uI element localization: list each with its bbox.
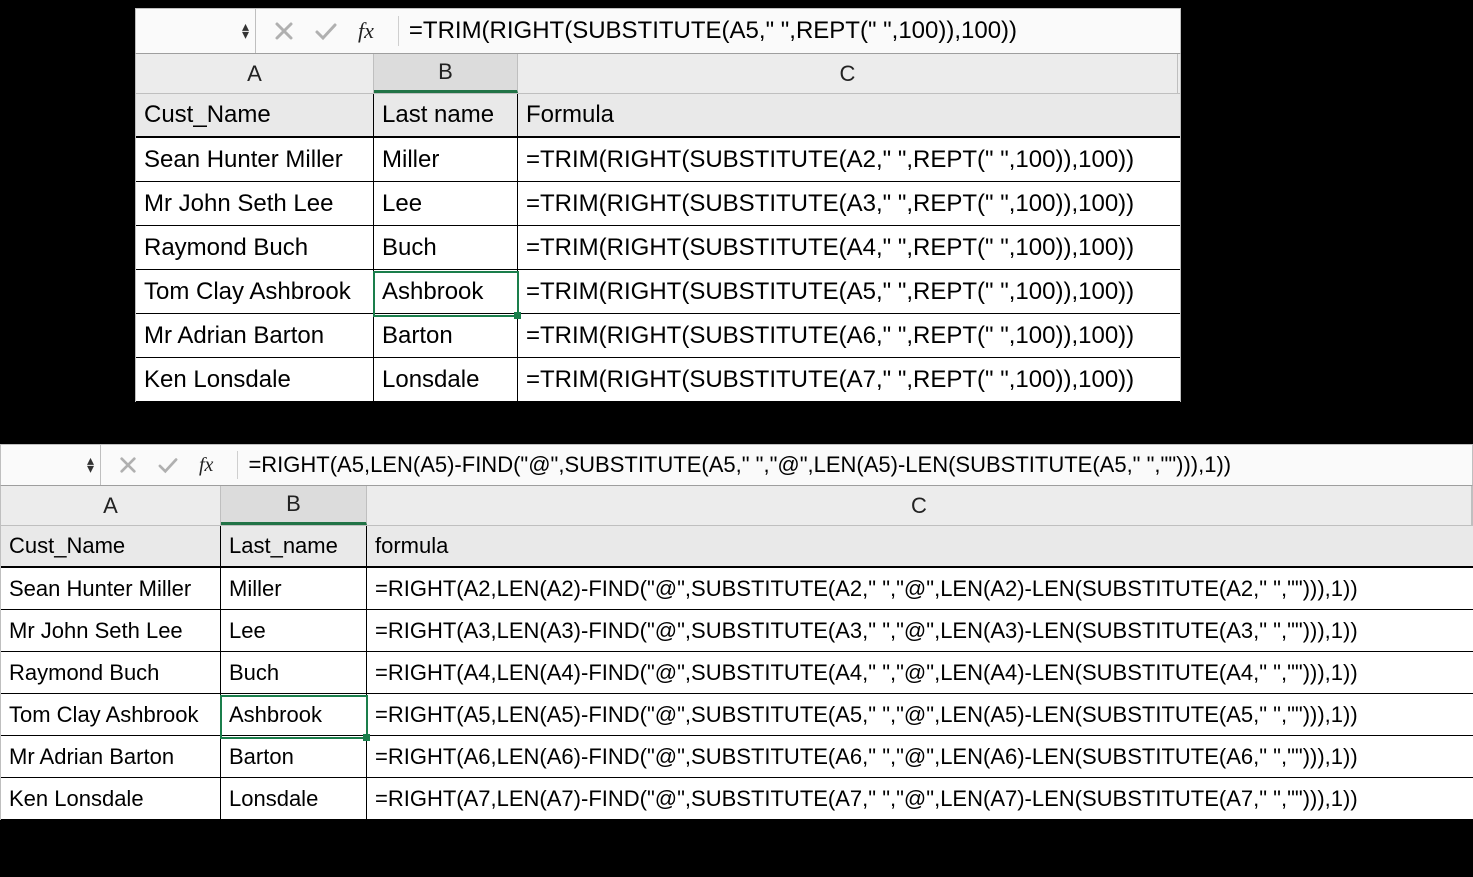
column-header-A[interactable]: A bbox=[1, 486, 221, 525]
cell-formula[interactable]: =TRIM(RIGHT(SUBSTITUTE(A5," ",REPT(" ",1… bbox=[518, 270, 1178, 313]
name-box-arrows-icon: ▴▾ bbox=[242, 23, 249, 38]
formula-bar-controls: fx bbox=[101, 454, 237, 477]
cell-cust-name[interactable]: Sean Hunter Miller bbox=[136, 138, 374, 181]
fx-icon[interactable]: fx bbox=[358, 18, 380, 44]
header-cell-formula[interactable]: formula bbox=[367, 526, 1472, 566]
header-cell-last-name[interactable]: Last_name bbox=[221, 526, 367, 566]
cell-cust-name[interactable]: Ken Lonsdale bbox=[136, 358, 374, 401]
cell-formula[interactable]: =RIGHT(A2,LEN(A2)-FIND("@",SUBSTITUTE(A2… bbox=[367, 568, 1472, 609]
table-row: Tom Clay Ashbrook Ashbrook =RIGHT(A5,LEN… bbox=[1, 694, 1473, 736]
table-row: Raymond Buch Buch =RIGHT(A4,LEN(A4)-FIND… bbox=[1, 652, 1473, 694]
cell-last-name[interactable]: Buch bbox=[221, 652, 367, 693]
cell-cust-name[interactable]: Raymond Buch bbox=[136, 226, 374, 269]
cell-formula[interactable]: =TRIM(RIGHT(SUBSTITUTE(A7," ",REPT(" ",1… bbox=[518, 358, 1178, 401]
cell-last-name[interactable]: Miller bbox=[221, 568, 367, 609]
table-row: Sean Hunter Miller Miller =RIGHT(A2,LEN(… bbox=[1, 568, 1473, 610]
cell-last-name[interactable]: Miller bbox=[374, 138, 518, 181]
formula-input[interactable]: =RIGHT(A5,LEN(A5)-FIND("@",SUBSTITUTE(A5… bbox=[238, 452, 1472, 478]
name-box[interactable]: ▴▾ bbox=[1, 445, 101, 485]
cell-formula[interactable]: =TRIM(RIGHT(SUBSTITUTE(A2," ",REPT(" ",1… bbox=[518, 138, 1178, 181]
spreadsheet-panel-1: ▴▾ fx =TRIM(RIGHT(SUBSTITUTE(A5," ",REPT… bbox=[135, 8, 1181, 402]
table-row: Mr John Seth Lee Lee =TRIM(RIGHT(SUBSTIT… bbox=[136, 182, 1180, 226]
header-cell-last-name[interactable]: Last name bbox=[374, 94, 518, 136]
cell-formula[interactable]: =RIGHT(A6,LEN(A6)-FIND("@",SUBSTITUTE(A6… bbox=[367, 736, 1472, 777]
column-header-B[interactable]: B bbox=[374, 54, 518, 93]
cell-formula[interactable]: =RIGHT(A5,LEN(A5)-FIND("@",SUBSTITUTE(A5… bbox=[367, 694, 1472, 735]
column-header-B[interactable]: B bbox=[221, 486, 367, 525]
table-row: Ken Lonsdale Lonsdale =TRIM(RIGHT(SUBSTI… bbox=[136, 358, 1180, 402]
column-header-A[interactable]: A bbox=[136, 54, 374, 93]
table-row: Mr Adrian Barton Barton =TRIM(RIGHT(SUBS… bbox=[136, 314, 1180, 358]
cell-last-name[interactable]: Lonsdale bbox=[374, 358, 518, 401]
table-row: Tom Clay Ashbrook Ashbrook =TRIM(RIGHT(S… bbox=[136, 270, 1180, 314]
header-cell-cust-name[interactable]: Cust_Name bbox=[136, 94, 374, 136]
formula-input[interactable]: =TRIM(RIGHT(SUBSTITUTE(A5," ",REPT(" ",1… bbox=[399, 17, 1180, 45]
cell-formula[interactable]: =RIGHT(A4,LEN(A4)-FIND("@",SUBSTITUTE(A4… bbox=[367, 652, 1472, 693]
column-header-C[interactable]: C bbox=[367, 486, 1472, 525]
name-box-arrows-icon: ▴▾ bbox=[87, 457, 94, 472]
cell-cust-name[interactable]: Mr Adrian Barton bbox=[136, 314, 374, 357]
table-row: Mr John Seth Lee Lee =RIGHT(A3,LEN(A3)-F… bbox=[1, 610, 1473, 652]
formula-bar: ▴▾ fx =RIGHT(A5,LEN(A5)-FIND("@",SUBSTIT… bbox=[0, 444, 1473, 486]
header-cell-formula[interactable]: Formula bbox=[518, 94, 1178, 136]
cell-last-name[interactable]: Lee bbox=[221, 610, 367, 651]
cell-last-name[interactable]: Ashbrook bbox=[374, 270, 518, 313]
cell-cust-name[interactable]: Tom Clay Ashbrook bbox=[1, 694, 221, 735]
cell-cust-name[interactable]: Tom Clay Ashbrook bbox=[136, 270, 374, 313]
confirm-icon[interactable] bbox=[314, 21, 338, 41]
column-header-C[interactable]: C bbox=[518, 54, 1178, 93]
cancel-icon[interactable] bbox=[119, 456, 137, 474]
cell-cust-name[interactable]: Mr John Seth Lee bbox=[1, 610, 221, 651]
cell-cust-name[interactable]: Mr Adrian Barton bbox=[1, 736, 221, 777]
spreadsheet-panel-2: ▴▾ fx =RIGHT(A5,LEN(A5)-FIND("@",SUBSTIT… bbox=[0, 444, 1473, 820]
cell-last-name[interactable]: Barton bbox=[374, 314, 518, 357]
header-row: Cust_Name Last_name formula bbox=[1, 526, 1473, 568]
header-row: Cust_Name Last name Formula bbox=[136, 94, 1180, 138]
cell-last-name[interactable]: Ashbrook bbox=[221, 694, 367, 735]
cell-formula[interactable]: =RIGHT(A7,LEN(A7)-FIND("@",SUBSTITUTE(A7… bbox=[367, 778, 1472, 819]
column-header-row: A B C bbox=[0, 486, 1473, 526]
data-grid: Cust_Name Last_name formula Sean Hunter … bbox=[0, 526, 1473, 820]
table-row: Raymond Buch Buch =TRIM(RIGHT(SUBSTITUTE… bbox=[136, 226, 1180, 270]
cell-last-name[interactable]: Buch bbox=[374, 226, 518, 269]
table-row: Sean Hunter Miller Miller =TRIM(RIGHT(SU… bbox=[136, 138, 1180, 182]
cell-formula[interactable]: =TRIM(RIGHT(SUBSTITUTE(A4," ",REPT(" ",1… bbox=[518, 226, 1178, 269]
cancel-icon[interactable] bbox=[274, 21, 294, 41]
cell-formula[interactable]: =TRIM(RIGHT(SUBSTITUTE(A6," ",REPT(" ",1… bbox=[518, 314, 1178, 357]
formula-bar-controls: fx bbox=[256, 18, 398, 44]
cell-formula[interactable]: =RIGHT(A3,LEN(A3)-FIND("@",SUBSTITUTE(A3… bbox=[367, 610, 1472, 651]
fx-icon[interactable]: fx bbox=[199, 454, 219, 477]
confirm-icon[interactable] bbox=[157, 456, 179, 474]
cell-cust-name[interactable]: Raymond Buch bbox=[1, 652, 221, 693]
cell-cust-name[interactable]: Sean Hunter Miller bbox=[1, 568, 221, 609]
cell-cust-name[interactable]: Mr John Seth Lee bbox=[136, 182, 374, 225]
cell-last-name[interactable]: Barton bbox=[221, 736, 367, 777]
cell-cust-name[interactable]: Ken Lonsdale bbox=[1, 778, 221, 819]
data-grid: Cust_Name Last name Formula Sean Hunter … bbox=[135, 94, 1181, 402]
header-cell-cust-name[interactable]: Cust_Name bbox=[1, 526, 221, 566]
cell-last-name[interactable]: Lee bbox=[374, 182, 518, 225]
column-header-row: A B C bbox=[135, 54, 1181, 94]
cell-last-name[interactable]: Lonsdale bbox=[221, 778, 367, 819]
formula-bar: ▴▾ fx =TRIM(RIGHT(SUBSTITUTE(A5," ",REPT… bbox=[135, 8, 1181, 54]
table-row: Mr Adrian Barton Barton =RIGHT(A6,LEN(A6… bbox=[1, 736, 1473, 778]
table-row: Ken Lonsdale Lonsdale =RIGHT(A7,LEN(A7)-… bbox=[1, 778, 1473, 820]
name-box[interactable]: ▴▾ bbox=[136, 9, 256, 53]
cell-formula[interactable]: =TRIM(RIGHT(SUBSTITUTE(A3," ",REPT(" ",1… bbox=[518, 182, 1178, 225]
